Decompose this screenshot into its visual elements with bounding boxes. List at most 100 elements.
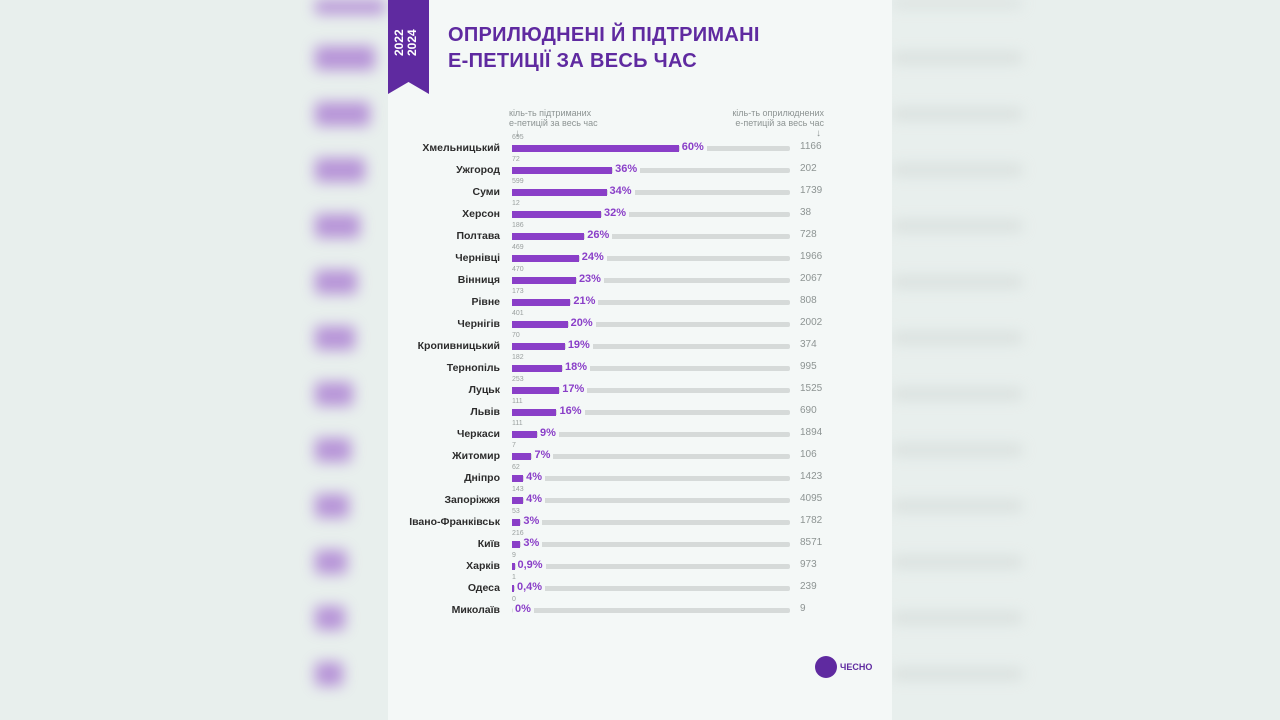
supported-count: 253: [512, 376, 524, 383]
bar-row: Тернопіль 182 18% 995: [388, 354, 892, 380]
city-label: Чернівці: [455, 252, 500, 264]
ghost-track: [892, 613, 1022, 623]
city-label: Запоріжжя: [444, 494, 500, 506]
arrow-down-icon: ↓: [816, 128, 821, 139]
percent-label: 24%: [579, 251, 607, 263]
ghost-track: [892, 557, 1022, 567]
bar-track: [512, 300, 790, 305]
published-count: 728: [800, 229, 817, 240]
bar-track: [512, 190, 790, 195]
ghost-track: [892, 277, 1022, 287]
bar-row: Вінниця 470 23% 2067: [388, 266, 892, 292]
percent-label: 0,4%: [515, 581, 546, 593]
bar: [512, 211, 601, 218]
logo-text: ЧЕСНО: [840, 662, 873, 672]
header-supported: кіль-ть підтриманих е-петицій за весь ча…: [509, 108, 629, 128]
published-count: 4095: [800, 493, 823, 504]
city-label: Одеса: [467, 582, 500, 594]
percent-label: 19%: [565, 339, 593, 351]
ghost-track: [892, 445, 1022, 455]
published-count: 2002: [800, 317, 823, 328]
bar-track: [512, 454, 790, 459]
published-count: 1894: [800, 427, 823, 438]
supported-count: 599: [512, 178, 524, 185]
supported-count: 695: [512, 134, 524, 141]
percent-label: 21%: [571, 295, 599, 307]
ghost-bar: [315, 326, 355, 350]
percent-label: 3%: [521, 515, 543, 527]
bar-row: Одеса 1 0,4% 239: [388, 574, 892, 600]
supported-count: 111: [512, 420, 523, 427]
bar: [512, 387, 560, 394]
percent-label: 23%: [576, 273, 604, 285]
bar-track: [512, 498, 790, 503]
bar: [512, 519, 521, 526]
city-label: Кропивницький: [417, 340, 500, 352]
city-label: Івано-Франківськ: [409, 516, 500, 528]
supported-count: 186: [512, 222, 524, 229]
published-count: 202: [800, 163, 817, 174]
bar: [512, 255, 579, 262]
bar: [512, 431, 538, 438]
ghost-track: [892, 165, 1022, 175]
percent-label: 18%: [563, 361, 591, 373]
ghost-bar: [315, 214, 360, 238]
percent-label: 9%: [538, 427, 559, 439]
bar-row: Київ 216 3% 8571: [388, 530, 892, 556]
ghost-track: [892, 669, 1022, 679]
published-count: 9: [800, 603, 806, 614]
ghost-track: [892, 389, 1022, 399]
ghost-bar: [315, 102, 370, 126]
ghost-bar: [315, 662, 343, 686]
published-count: 1966: [800, 251, 823, 262]
bar: [512, 475, 524, 482]
supported-count: 53: [512, 508, 520, 515]
bar-row: Дніпро 62 4% 1423: [388, 464, 892, 490]
bar-track: [512, 256, 790, 261]
ghost-bar: [315, 606, 345, 630]
bar: [512, 167, 613, 174]
bar: [512, 299, 571, 306]
bar-track: [512, 278, 790, 283]
city-label: Вінниця: [457, 274, 500, 286]
supported-count: 401: [512, 310, 524, 317]
ghost-bar: [315, 382, 353, 406]
bar-row: Полтава 186 26% 728: [388, 222, 892, 248]
percent-label: 36%: [613, 163, 641, 175]
bar: [512, 541, 521, 548]
city-label: Миколаїв: [451, 604, 500, 616]
bar: [512, 497, 524, 504]
bar: [512, 563, 515, 570]
city-label: Чернігів: [457, 318, 500, 330]
city-label: Тернопіль: [446, 362, 500, 374]
bar-track: [512, 520, 790, 525]
ghost-track: [892, 109, 1022, 119]
ribbon-year-to: 2024: [405, 29, 419, 57]
ghost-track: [892, 501, 1022, 511]
bar-row: Луцьк 253 17% 1525: [388, 376, 892, 402]
bar-track: [512, 410, 790, 415]
title-line-2: Е-ПЕТИЦІЇ ЗА ВЕСЬ ЧАС: [448, 50, 697, 72]
blurred-background-left: [0, 0, 388, 720]
bar: [512, 145, 679, 152]
published-count: 1166: [800, 141, 822, 152]
percent-label: 4%: [524, 471, 546, 483]
bar: [512, 453, 532, 460]
title-line-1: ОПРИЛЮДНЕНІ Й ПІДТРИМАНІ: [448, 24, 760, 46]
supported-count: 12: [512, 200, 520, 207]
supported-count: 216: [512, 530, 524, 537]
percent-label: 60%: [679, 141, 707, 153]
percent-label: 32%: [601, 207, 629, 219]
bar-track: [512, 586, 790, 591]
bar-track: [512, 388, 790, 393]
supported-count: 1: [512, 574, 516, 581]
bar-track: [512, 608, 790, 613]
bar: [512, 585, 514, 592]
bar-row: Чернігів 401 20% 2002: [388, 310, 892, 336]
published-count: 1423: [800, 471, 823, 482]
city-label: Київ: [477, 538, 500, 550]
city-label: Львів: [470, 406, 500, 418]
bar-row: Харків 9 0,9% 973: [388, 552, 892, 578]
bar-row: Рівне 173 21% 808: [388, 288, 892, 314]
supported-count: 70: [512, 332, 520, 339]
